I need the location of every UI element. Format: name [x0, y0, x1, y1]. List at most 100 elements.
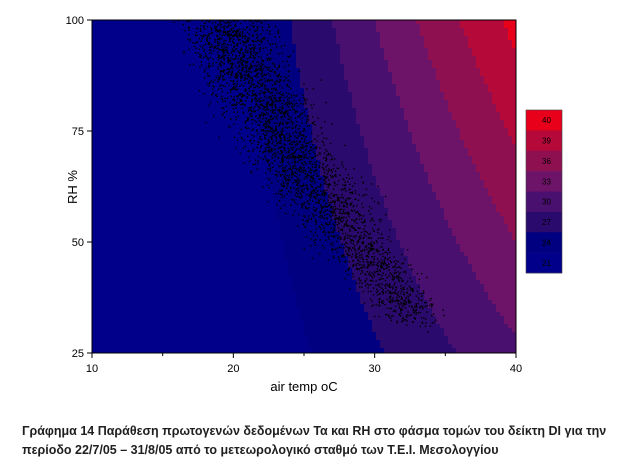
contour-cell [320, 48, 325, 53]
contour-cell [124, 140, 129, 145]
contour-cell [224, 200, 229, 205]
contour-cell [104, 196, 109, 201]
contour-cell [144, 32, 149, 37]
contour-cell [96, 128, 101, 133]
contour-cell [180, 308, 185, 313]
contour-cell [264, 284, 269, 289]
contour-cell [180, 168, 185, 173]
contour-cell [228, 144, 233, 149]
contour-cell [244, 284, 249, 289]
contour-cell [304, 276, 309, 281]
contour-cell [136, 108, 141, 113]
contour-cell [304, 264, 309, 269]
contour-cell [176, 340, 181, 345]
contour-cell [312, 56, 317, 61]
contour-cell [92, 280, 97, 285]
contour-cell [132, 80, 137, 85]
contour-cell [252, 244, 257, 249]
contour-cell [268, 160, 273, 165]
contour-cell [188, 152, 193, 157]
contour-cell [152, 288, 157, 293]
contour-cell [244, 132, 249, 137]
contour-cell [220, 216, 225, 221]
contour-cell [212, 296, 217, 301]
contour-cell [272, 92, 277, 97]
contour-cell [288, 96, 293, 101]
contour-cell [288, 100, 293, 105]
contour-cell [168, 84, 173, 89]
contour-cell [256, 44, 261, 49]
contour-cell [204, 268, 209, 273]
contour-cell [152, 348, 157, 353]
contour-cell [240, 48, 245, 53]
contour-cell [180, 244, 185, 249]
contour-cell [204, 196, 209, 201]
contour-cell [196, 164, 201, 169]
contour-cell [152, 36, 157, 41]
contour-cell [156, 224, 161, 229]
contour-cell [112, 152, 117, 157]
contour-cell [204, 60, 209, 65]
contour-cell [140, 108, 145, 113]
contour-cell [288, 320, 293, 325]
contour-cell [180, 60, 185, 65]
contour-cell [272, 348, 277, 353]
contour-cell [144, 72, 149, 77]
contour-cell [100, 332, 105, 337]
contour-cell [244, 128, 249, 133]
contour-cell [124, 68, 129, 73]
contour-cell [288, 316, 293, 321]
contour-cell [220, 276, 225, 281]
contour-cell [216, 292, 221, 297]
contour-cell [132, 288, 137, 293]
contour-cell [148, 248, 153, 253]
contour-cell [324, 272, 329, 277]
contour-cell [204, 252, 209, 257]
contour-cell [232, 136, 237, 141]
contour-cell [208, 192, 213, 197]
contour-cell [168, 320, 173, 325]
contour-cell [132, 244, 137, 249]
contour-cell [228, 284, 233, 289]
contour-cell [256, 276, 261, 281]
contour-cell [116, 228, 121, 233]
contour-cell [304, 168, 309, 173]
contour-cell [100, 312, 105, 317]
contour-cell [280, 276, 285, 281]
contour-cell [156, 32, 161, 37]
contour-cell [100, 124, 105, 129]
contour-cell [264, 64, 269, 69]
contour-cell [288, 112, 293, 117]
contour-cell [192, 120, 197, 125]
contour-cell [244, 72, 249, 77]
contour-cell [100, 300, 105, 305]
contour-cell [236, 76, 241, 81]
contour-cell [200, 48, 205, 53]
contour-cell [124, 188, 129, 193]
contour-cell [300, 348, 305, 353]
contour-cell [132, 268, 137, 273]
contour-cell [132, 28, 137, 33]
contour-cell [276, 248, 281, 253]
contour-cell [216, 56, 221, 61]
contour-cell [280, 48, 285, 53]
contour-cell [312, 344, 317, 349]
contour-cell [304, 60, 309, 65]
contour-cell [224, 320, 229, 325]
contour-cell [208, 84, 213, 89]
contour-cell [320, 276, 325, 281]
contour-cell [208, 284, 213, 289]
contour-cell [268, 280, 273, 285]
contour-cell [172, 100, 177, 105]
contour-cell [260, 160, 265, 165]
contour-cell [236, 176, 241, 181]
contour-cell [240, 248, 245, 253]
contour-cell [112, 128, 117, 133]
contour-cell [92, 336, 97, 341]
contour-cell [268, 336, 273, 341]
contour-cell [180, 340, 185, 345]
contour-cell [220, 100, 225, 105]
contour-cell [92, 108, 97, 113]
contour-cell [216, 196, 221, 201]
contour-cell [124, 104, 129, 109]
